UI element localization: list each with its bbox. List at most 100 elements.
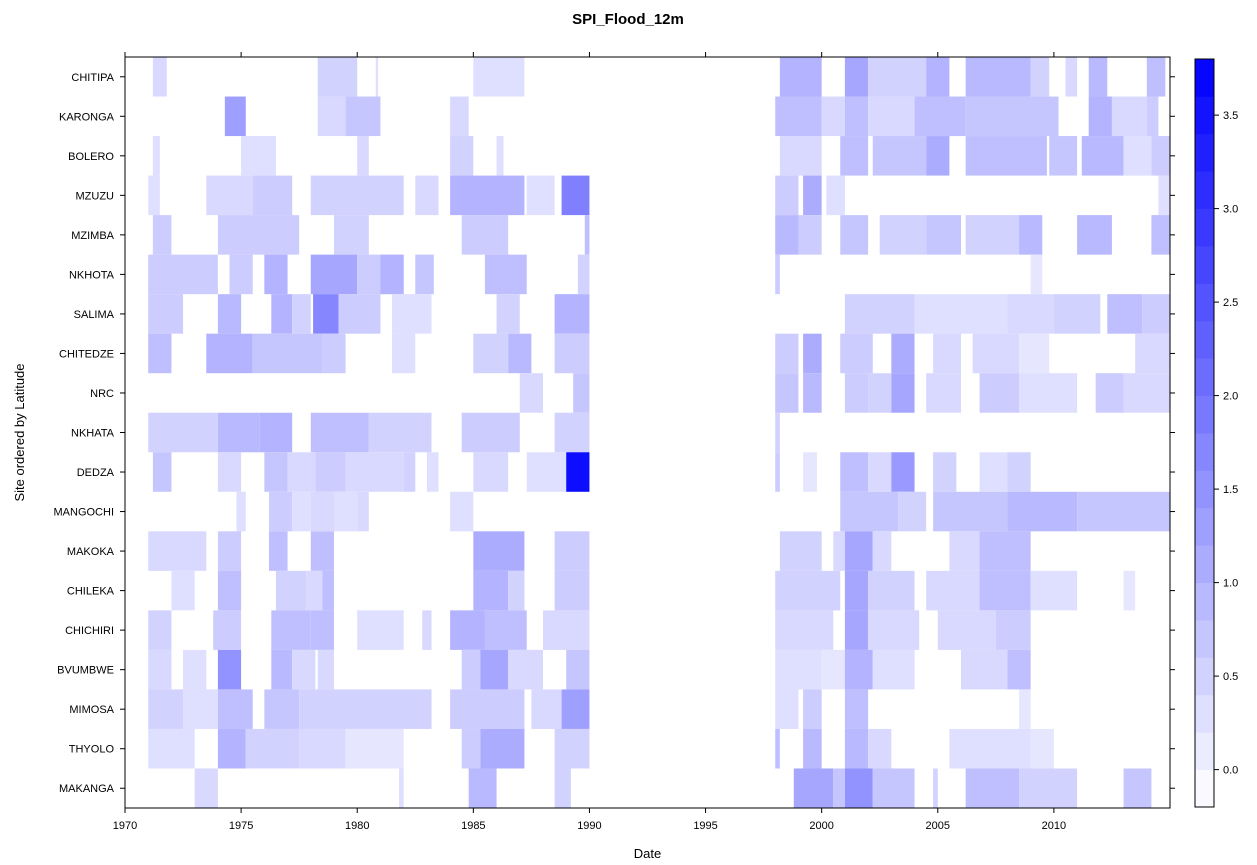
colorbar-legend: 0.0 0.5 1.0 1.5 2.0 2.5 3.0 3.5 [1194,58,1238,808]
heatmap-cell [519,373,543,413]
heatmap-cell [1123,768,1152,808]
x-tick-label: 1995 [693,820,717,832]
site-label: MZUZU [76,190,115,202]
heatmap-cell [315,452,346,492]
heatmap-cell [299,689,432,729]
heatmap-cell [217,215,300,255]
heatmap-cell [508,649,543,690]
heatmap-cell [775,689,799,729]
heatmap-cell [392,333,416,374]
heatmap-cell [152,452,172,492]
heatmap-cell [450,689,525,729]
heatmap-cell [844,531,873,571]
heatmap-cell [152,57,167,97]
heatmap-cell [844,96,869,137]
heatmap-cell [357,491,369,532]
heatmap-cell [271,610,311,650]
heatmap-cell [775,333,799,374]
heatmap-cell [961,649,1008,690]
heatmap-cell [554,294,590,334]
heatmap-cell [949,531,980,571]
colorbar-tick-label: 1.5 [1223,484,1238,496]
heatmap-cell [317,649,334,690]
heatmap-cell [1095,373,1124,413]
heatmap-cell [213,610,242,650]
x-tick-label: 2000 [809,820,833,832]
heatmap-cell [217,412,260,453]
site-label: SALIMA [74,309,115,321]
heatmap-cell [566,649,590,690]
heatmap-cell [148,689,184,729]
heatmap-cell [415,175,439,216]
site-label: MAKOKA [67,546,115,558]
heatmap-cell [392,294,432,334]
heatmap-cell [1065,57,1078,97]
heatmap-cell [1088,57,1108,97]
heatmap-cell [310,175,404,216]
heatmap-cell [775,175,799,216]
heatmap-cell [844,373,869,413]
heatmap-cell [844,649,873,690]
x-tick-label: 2010 [1042,820,1066,832]
heatmap-cell [1019,689,1031,729]
heatmap-cell [891,452,915,492]
site-label: KARONGA [59,111,115,123]
heatmap-cell [148,175,160,216]
heatmap-cell [171,570,195,611]
heatmap-cell [979,452,1008,492]
heatmap-cell [338,294,381,334]
heatmap-cell [241,136,276,176]
site-label: DEDZA [77,467,115,479]
heatmap-cell [217,649,242,690]
heatmap-cell [868,728,892,769]
heatmap-cell [1111,96,1147,137]
heatmap-cell [914,96,966,137]
heatmap-cell [148,333,172,374]
heatmap-cell [793,768,834,808]
x-tick-label: 1970 [113,820,137,832]
heatmap-cell [1007,649,1031,690]
heatmap-cell [775,412,780,453]
heatmap-cell [933,452,957,492]
heatmap-cell [803,728,822,769]
heatmap-cell [1151,136,1170,176]
heatmap-cell [803,333,822,374]
heatmap-cell [1019,768,1078,808]
heatmap-cell [872,531,892,571]
heatmap-cell [840,333,873,374]
heatmap-cell [194,768,218,808]
heatmap-cell [496,136,504,176]
heatmap-cell [949,728,1031,769]
heatmap-cell [271,649,293,690]
x-axis-title: Date [634,846,661,861]
heatmap-cell [317,96,346,137]
heatmap-cell [868,452,892,492]
heatmap-cell [1077,491,1170,532]
colorbar-band [1195,507,1214,546]
heatmap-cell [879,215,927,255]
colorbar-frame [1194,58,1215,808]
heatmap-cell [844,57,869,97]
heatmap-cell [450,136,474,176]
colorbar-tick-label: 3.0 [1223,204,1238,216]
heatmap-cell [914,294,1008,334]
heatmap-cell [898,491,927,532]
colorbar-band [1195,96,1214,135]
heatmap-cell [1151,215,1170,255]
x-tick-label: 1975 [229,820,253,832]
chart-title: SPI_Flood_12m [572,11,684,28]
heatmap-cell [380,254,404,295]
colorbar-band [1195,395,1214,434]
heatmap-cell [1049,136,1078,176]
site-label: MAKANGA [59,783,115,795]
heatmap-cell [868,57,927,97]
heatmap-cell [183,649,207,690]
site-label: CHITEDZE [59,348,114,360]
heatmap-cell [264,254,288,295]
heatmap-cell [840,215,869,255]
heatmap-cell [979,570,1031,611]
heatmap-cell [526,452,567,492]
colorbar-band [1195,732,1214,770]
heatmap-cell [310,254,358,295]
heatmap-cell [826,175,845,216]
